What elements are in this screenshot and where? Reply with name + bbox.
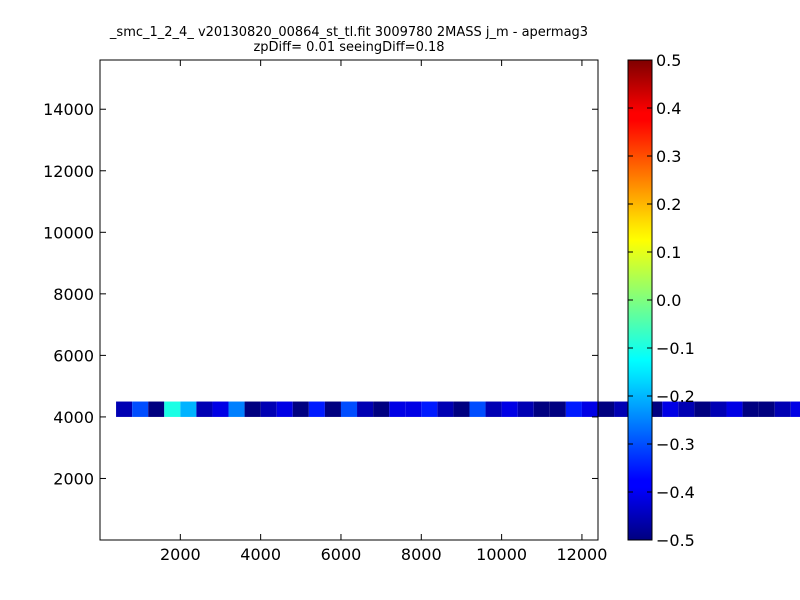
heatmap-cell: [421, 401, 438, 417]
heatmap-cell: [132, 401, 149, 417]
heatmap-cell: [517, 401, 534, 417]
y-tick-label: 10000: [43, 223, 94, 242]
heatmap-cell: [614, 401, 631, 417]
heatmap-cell: [710, 401, 727, 417]
heatmap-cell: [485, 401, 502, 417]
x-tick-label: 12000: [556, 545, 607, 564]
colorbar-tick-label: 0.2: [656, 195, 681, 214]
colorbar-tick-label: −0.4: [656, 483, 695, 502]
heatmap-cell: [565, 401, 582, 417]
heatmap-cell: [501, 401, 518, 417]
y-tick-label: 4000: [53, 408, 94, 427]
heatmap-cell: [148, 401, 165, 417]
y-tick-label: 14000: [43, 100, 94, 119]
heatmap-cell: [437, 401, 454, 417]
colorbar-tick-label: 0.5: [656, 51, 681, 70]
x-tick-label: 4000: [240, 545, 281, 564]
heatmap-cell: [292, 401, 309, 417]
heatmap-cell: [549, 401, 566, 417]
heatmap-cell: [340, 401, 358, 417]
heatmap-cell: [196, 401, 213, 417]
heatmap-cell: [244, 401, 261, 417]
heatmap-cell: [276, 401, 293, 417]
heatmap-cell: [324, 401, 341, 417]
heatmap-cell: [598, 401, 615, 417]
heatmap-cell: [308, 401, 325, 417]
colorbar-tick-label: 0.3: [656, 147, 681, 166]
colorbar-ticks: 0.5 0.4 0.3 0.2 0.1 0.0 −0.1 −0.2 −0.3 −0.4 −0.5: [628, 51, 695, 550]
x-tick-label: 2000: [160, 545, 201, 564]
heatmap-cell: [405, 401, 422, 417]
heatmap-cell: [694, 401, 711, 417]
heatmap-cell: [228, 401, 245, 417]
heatmap-cell: [662, 401, 679, 417]
y-tick-label: 2000: [53, 469, 94, 488]
y-tick-label: 6000: [53, 346, 94, 365]
colorbar-tick-label: −0.2: [656, 387, 695, 406]
heatmap-cell: [758, 401, 775, 417]
heatmap-cell: [164, 401, 181, 417]
colorbar-tick-label: 0.4: [656, 99, 681, 118]
heatmap-cell: [389, 401, 406, 417]
x-tick-label: 6000: [321, 545, 362, 564]
y-tick-label: 8000: [53, 285, 94, 304]
heatmap-cell: [212, 401, 229, 417]
heatmap-cell: [260, 401, 277, 417]
x-tick-label: 10000: [476, 545, 527, 564]
chart-title: _smc_1_2_4_ v20130820_00864_st_tl.fit 30…: [109, 25, 589, 40]
colorbar-tick-label: 0.1: [656, 243, 681, 262]
heatmap-cell: [357, 401, 374, 417]
x-tick-label: 8000: [401, 545, 442, 564]
heatmap-cell: [742, 401, 759, 417]
heatmap-cells: [116, 401, 800, 417]
heatmap-cell: [774, 401, 791, 417]
colorbar-tick-label: −0.1: [656, 339, 695, 358]
heatmap-cell: [180, 401, 197, 417]
colorbar-tick-label: −0.3: [656, 435, 695, 454]
colorbar-tick-label: −0.5: [656, 531, 695, 550]
y-tick-label: 12000: [43, 162, 94, 181]
heatmap-cell: [678, 401, 695, 417]
heatmap-cell: [726, 401, 743, 417]
heatmap-cell: [581, 401, 598, 417]
heatmap-cell: [116, 401, 133, 417]
heatmap-cell: [373, 401, 390, 417]
colorbar-tick-label: 0.0: [656, 291, 681, 310]
heatmap-cell: [533, 401, 550, 417]
axes: 2000 4000 6000 8000 10000 12000 2000 4000 6000 80…: [43, 60, 607, 564]
heatmap-cell: [453, 401, 470, 417]
plot-area-frame: [99, 59, 599, 541]
chart-subtitle: zpDiff= 0.01 seeingDiff=0.18: [253, 40, 445, 55]
heatmap-cell: [469, 401, 486, 417]
heatmap-cell: [790, 401, 800, 417]
